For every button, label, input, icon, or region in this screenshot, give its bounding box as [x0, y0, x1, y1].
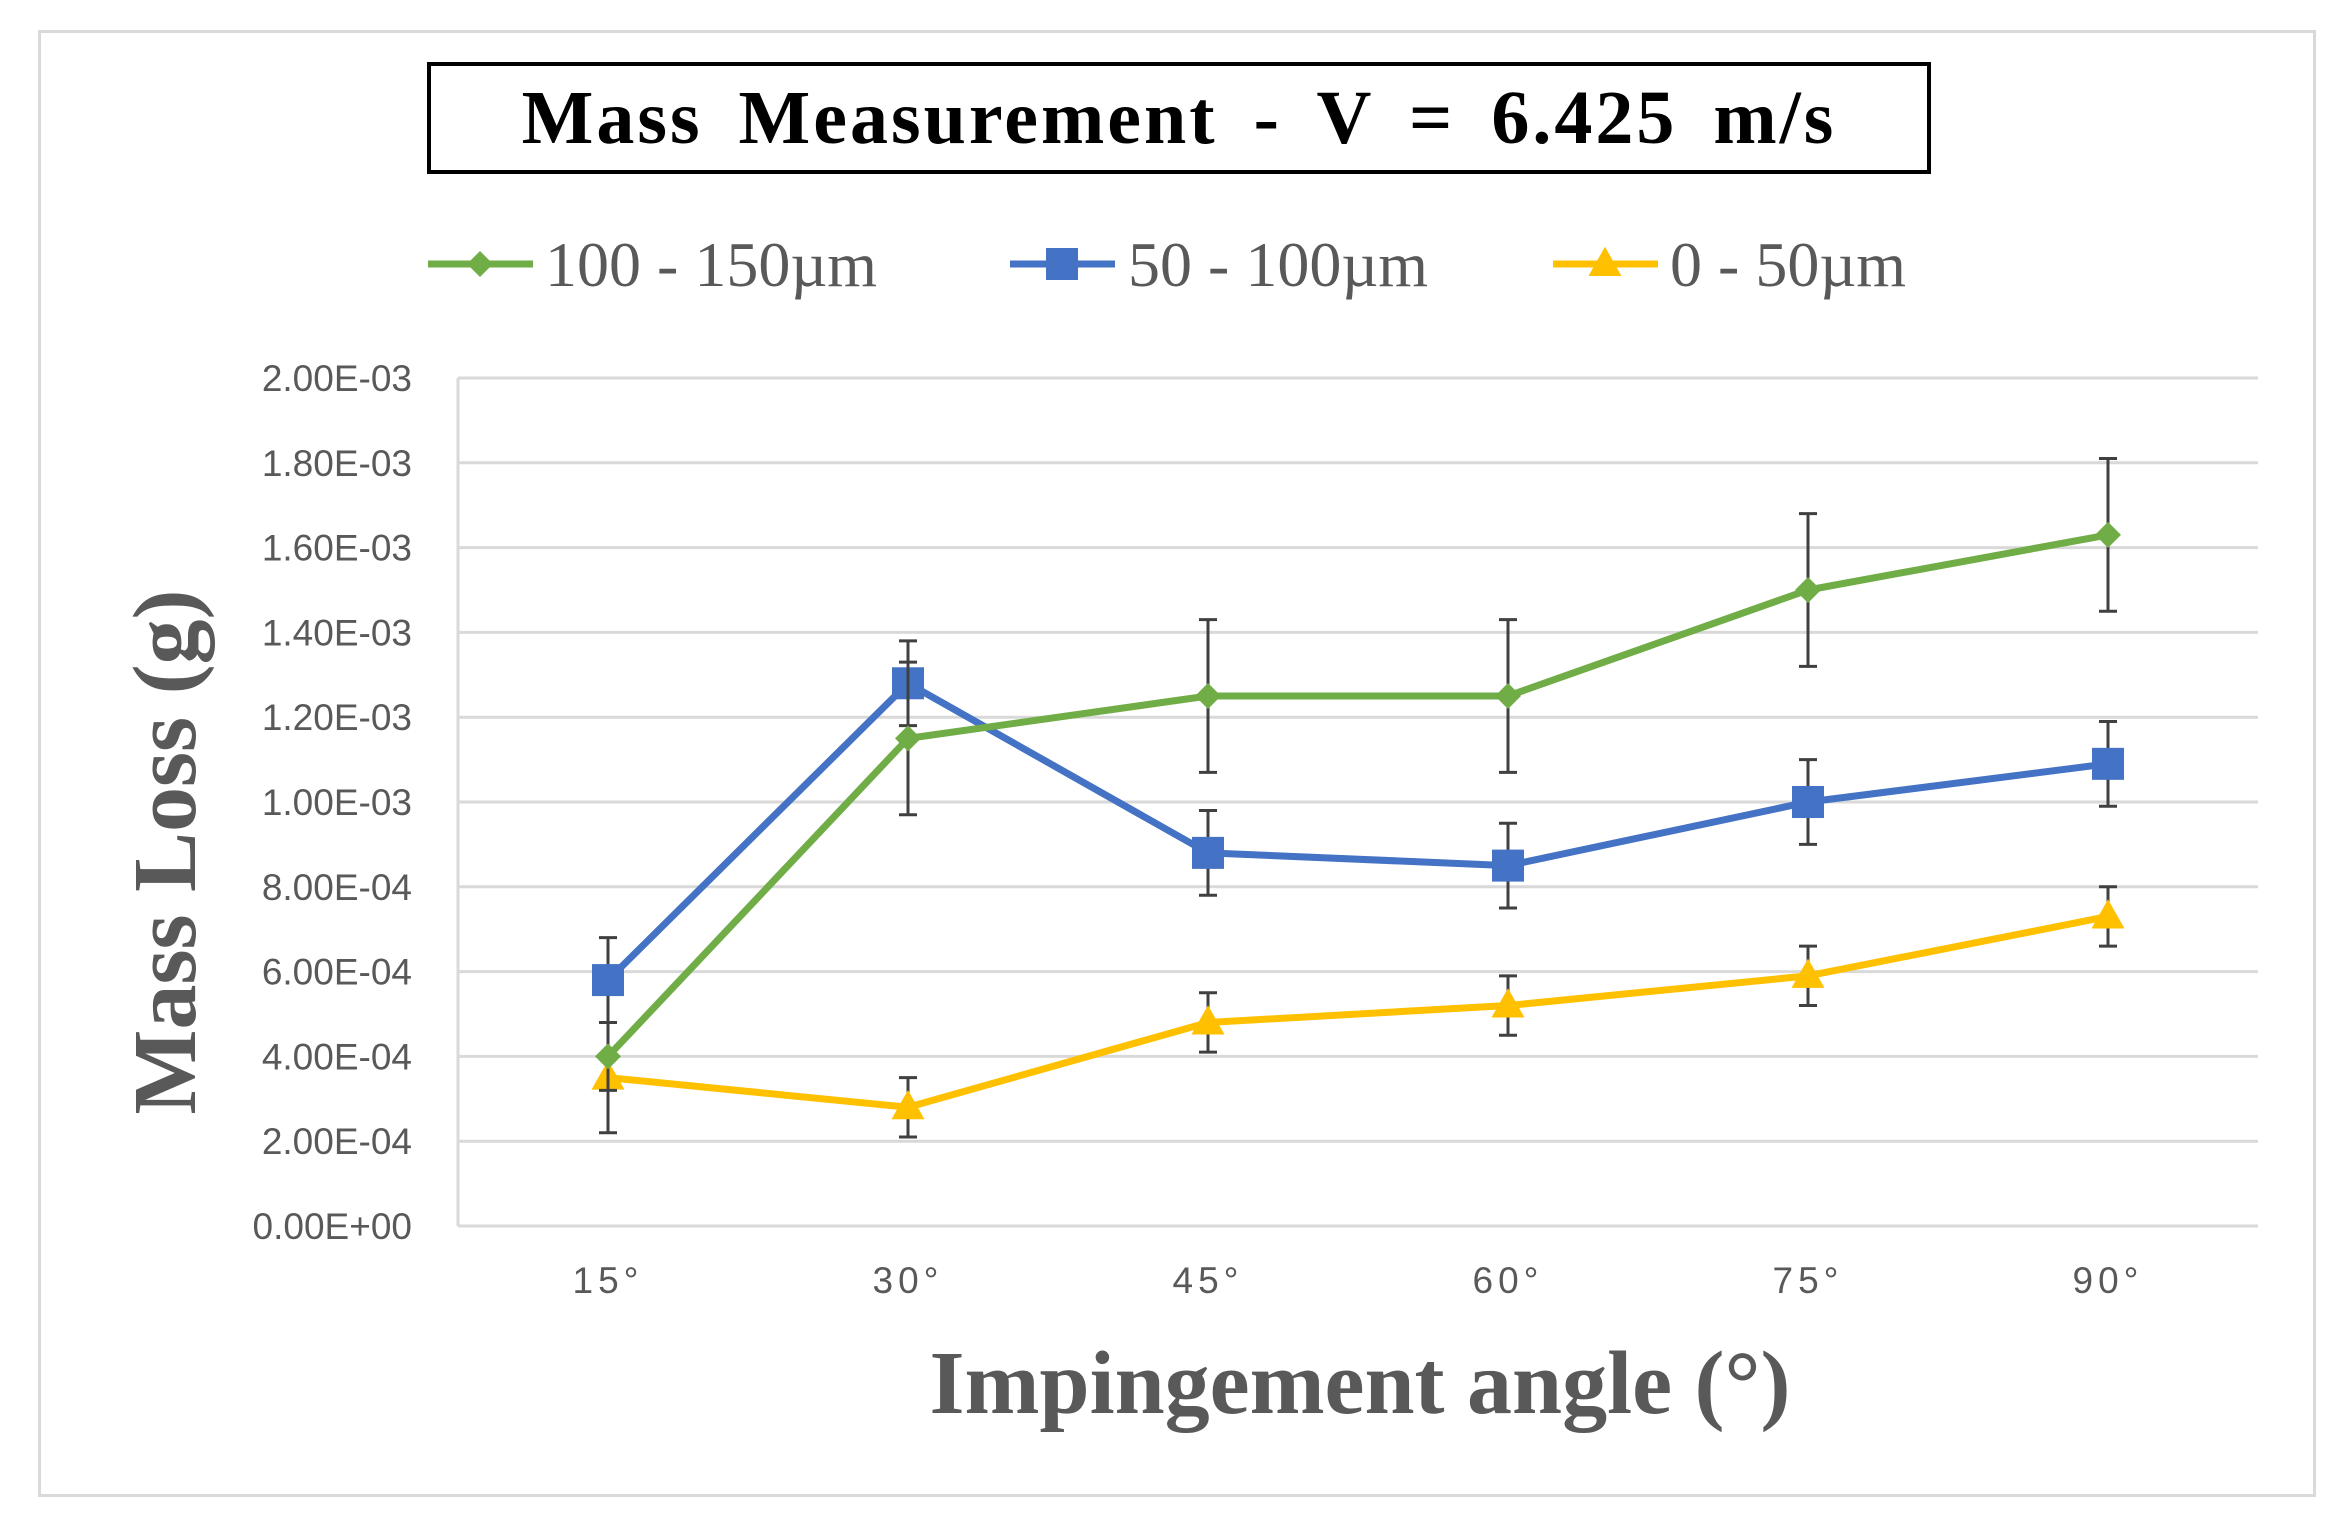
legend-item-0: 100 - 150µm — [428, 229, 877, 300]
series-line — [607, 913, 2109, 1111]
chart-title: Mass Measurement - V = 6.425 m/s — [427, 62, 1931, 174]
data-point — [1191, 1005, 1225, 1035]
y-tick-label: 1.60E-03 — [262, 528, 412, 569]
x-tick-label: 75° — [1773, 1260, 1844, 1301]
y-tick-label: 1.00E-03 — [262, 782, 412, 823]
data-point — [895, 725, 921, 752]
y-tick-label: 6.00E-04 — [262, 952, 412, 993]
y-tick-label: 1.80E-03 — [262, 443, 412, 484]
data-point — [1495, 683, 1521, 709]
data-point — [2095, 521, 2121, 548]
legend-item-2: 0 - 50µm — [1553, 229, 1906, 300]
y-tick-label: 2.00E-03 — [262, 358, 412, 399]
y-tick-label: 8.00E-04 — [262, 867, 412, 908]
y-tick-label: 1.20E-03 — [262, 697, 412, 738]
data-point — [1491, 988, 1525, 1018]
data-point — [1195, 683, 1221, 709]
legend: 100 - 150µm 50 - 100µm 0 - 50µm — [428, 229, 1906, 300]
data-point — [1192, 836, 1224, 869]
grid-lines — [456, 376, 2258, 1228]
data-point — [2091, 899, 2125, 929]
data-point — [1792, 786, 1824, 818]
data-point — [1795, 577, 1821, 603]
series-1 — [592, 639, 2124, 1024]
data-point — [2092, 747, 2124, 780]
legend-item-1: 50 - 100µm — [1010, 229, 1428, 300]
series-layer — [591, 457, 2125, 1139]
series-line — [605, 531, 2109, 1059]
x-tick-label: 30° — [873, 1260, 944, 1301]
data-point — [1791, 958, 1825, 988]
y-tick-labels: 0.00E+00 2.00E-04 4.00E-04 6.00E-04 8.00E-04… — [253, 358, 412, 1247]
x-tick-label: 60° — [1473, 1260, 1544, 1301]
x-tick-label: 15° — [573, 1260, 644, 1301]
x-axis-title: Impingement angle (°) — [930, 1334, 1791, 1433]
legend-label: 50 - 100µm — [1128, 229, 1428, 300]
y-axis-title: Mass Loss (g) — [116, 589, 215, 1114]
chart-frame — [38, 30, 2316, 1497]
legend-label: 100 - 150µm — [545, 229, 877, 300]
legend-label: 0 - 50µm — [1670, 229, 1906, 300]
y-tick-label: 4.00E-04 — [262, 1036, 412, 1077]
legend-marker — [1588, 246, 1622, 276]
series-line — [605, 679, 2109, 983]
x-tick-label: 45° — [1173, 1260, 1244, 1301]
x-tick-label: 90° — [2073, 1260, 2144, 1301]
legend-marker — [467, 251, 493, 277]
series-2 — [591, 885, 2125, 1139]
data-point — [595, 1043, 621, 1070]
y-tick-label: 1.40E-03 — [262, 612, 412, 653]
legend-marker — [1046, 248, 1078, 280]
data-point — [891, 1090, 925, 1120]
y-tick-label: 0.00E+00 — [253, 1206, 412, 1247]
x-tick-labels: 15° 30° 45° 60° 75° 90° — [573, 1260, 2144, 1301]
data-point — [592, 964, 624, 997]
series-0 — [595, 457, 2121, 1092]
y-tick-label: 2.00E-04 — [262, 1121, 412, 1162]
data-point — [1492, 849, 1524, 882]
